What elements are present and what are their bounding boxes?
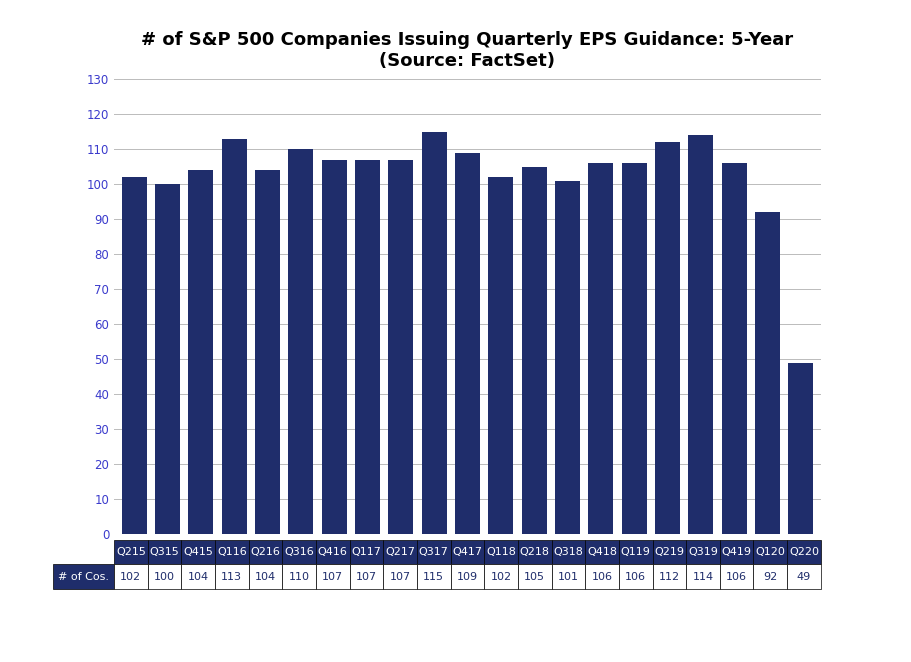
Bar bbox=[155, 185, 179, 534]
Bar bbox=[421, 132, 446, 534]
Bar bbox=[521, 167, 546, 534]
Bar bbox=[188, 170, 213, 534]
Bar bbox=[787, 363, 813, 534]
Bar bbox=[621, 164, 646, 534]
Bar bbox=[754, 213, 779, 534]
Bar bbox=[121, 177, 147, 534]
Bar bbox=[588, 164, 612, 534]
Bar bbox=[322, 160, 346, 534]
Bar bbox=[487, 177, 513, 534]
Title: # of S&P 500 Companies Issuing Quarterly EPS Guidance: 5-Year
(Source: FactSet): # of S&P 500 Companies Issuing Quarterly… bbox=[141, 30, 793, 70]
Bar bbox=[221, 139, 246, 534]
Bar bbox=[388, 160, 413, 534]
Bar bbox=[721, 164, 746, 534]
Bar bbox=[254, 170, 280, 534]
Bar bbox=[688, 136, 712, 534]
Bar bbox=[354, 160, 380, 534]
Bar bbox=[654, 142, 680, 534]
Bar bbox=[554, 181, 579, 534]
Bar bbox=[288, 150, 312, 534]
Bar bbox=[455, 153, 479, 534]
